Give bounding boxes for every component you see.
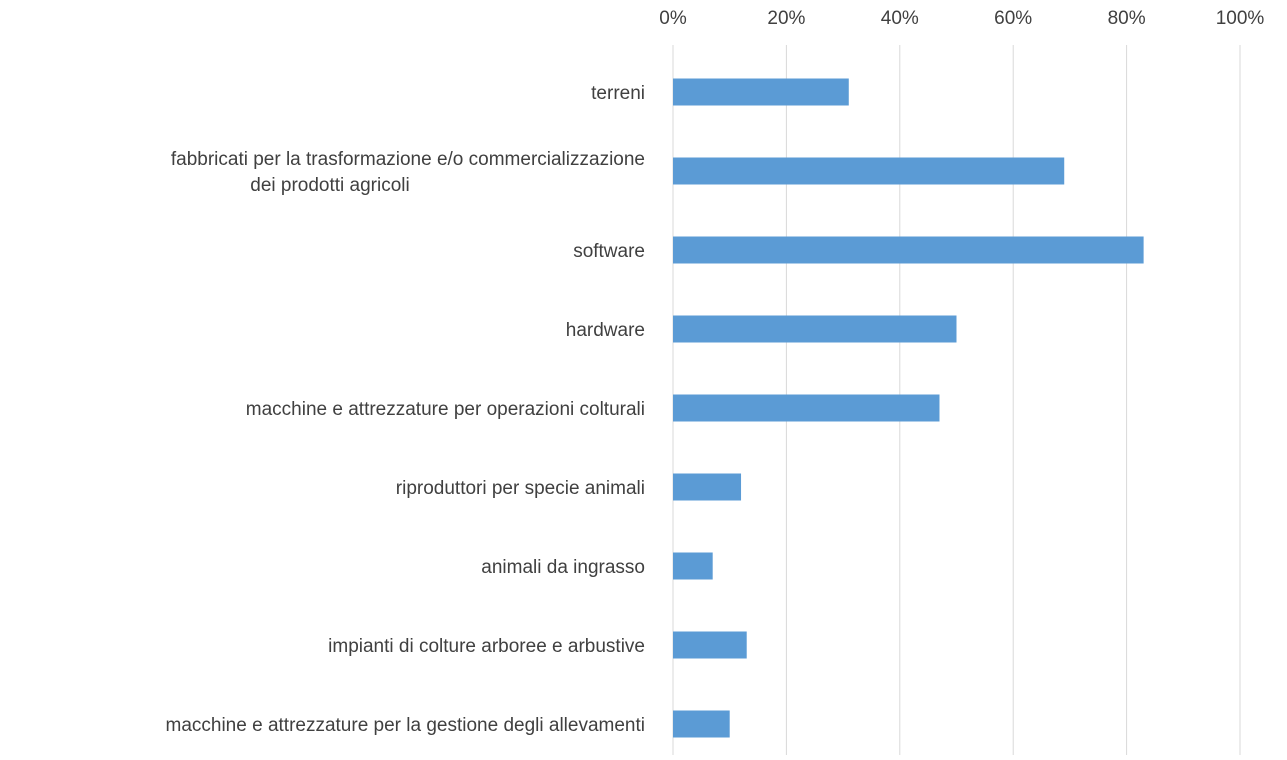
bar (673, 78, 849, 106)
category-label: software (573, 241, 645, 262)
bar (673, 236, 1144, 264)
category-label: macchine e attrezzature per la gestione … (166, 715, 646, 736)
bar (673, 631, 747, 659)
bars (673, 78, 1144, 738)
category-label: dei prodotti agricoli (250, 175, 409, 196)
bar (673, 473, 742, 501)
category-label: fabbricati per la trasformazione e/o com… (171, 149, 645, 170)
category-label: animali da ingrasso (481, 557, 645, 578)
x-tick-label: 20% (767, 8, 805, 29)
bar (673, 157, 1065, 185)
category-label: hardware (566, 320, 645, 341)
x-tick-label: 80% (1108, 8, 1146, 29)
bar (673, 552, 713, 580)
bar (673, 710, 730, 738)
category-labels: terreni fabbricati per la trasformazione … (166, 83, 646, 736)
bar (673, 394, 940, 422)
x-tick-label: 60% (994, 8, 1032, 29)
x-tick-label: 40% (881, 8, 919, 29)
x-tick-label: 0% (659, 8, 687, 29)
category-label: impianti di colture arboree e arbustive (328, 636, 645, 657)
x-axis-ticks: 0% 20% 40% 60% 80% 100% (659, 8, 1264, 29)
category-label: riproduttori per specie animali (396, 478, 645, 499)
category-label: terreni (591, 83, 645, 104)
x-tick-label: 100% (1216, 8, 1265, 29)
bar (673, 315, 957, 343)
category-label: macchine e attrezzature per operazioni c… (246, 399, 645, 420)
